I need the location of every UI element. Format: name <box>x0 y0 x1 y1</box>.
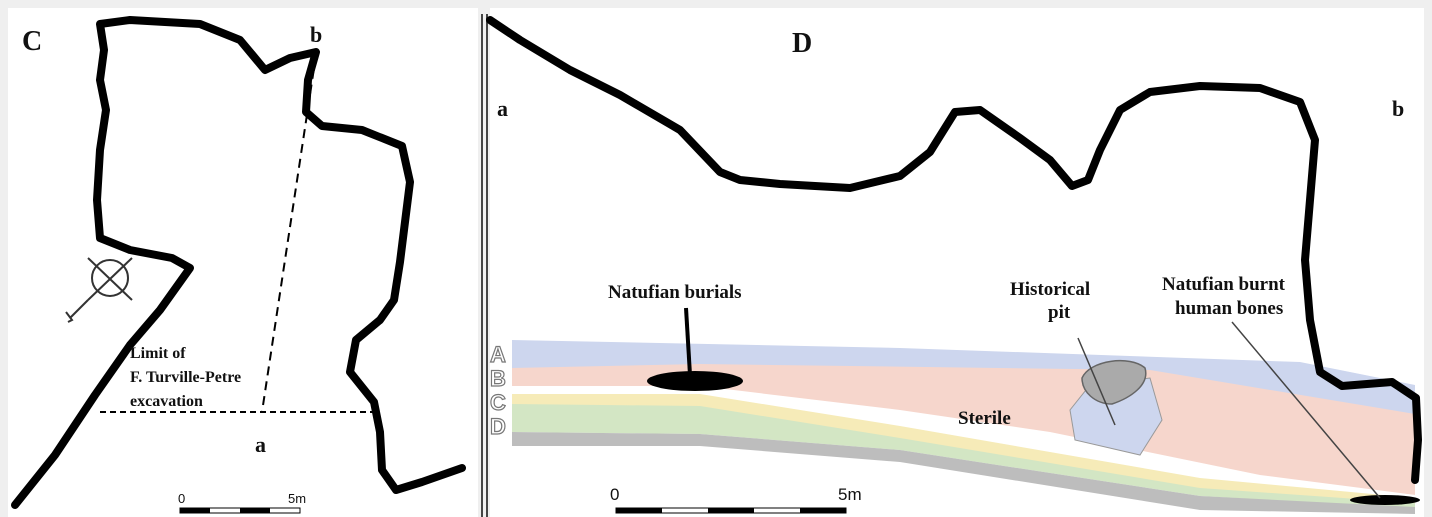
annotation: Historical <box>1010 279 1090 300</box>
panel-c: C b a Limit of F. Turville-Petre excavat… <box>11 16 466 514</box>
layer-label: C <box>490 390 506 415</box>
panel-label: C <box>22 26 42 57</box>
sterile <box>512 386 1415 500</box>
panel-c-bg <box>8 8 478 517</box>
leader <box>1077 337 1116 426</box>
scale-label: 0 <box>610 485 619 504</box>
layer-label: D <box>490 414 506 439</box>
leader <box>684 307 692 376</box>
panel-d: D a b Natufian burials Historical pit Na… <box>486 16 1422 514</box>
scale-label: 5m <box>288 491 306 506</box>
point-label: a <box>255 432 266 457</box>
end-label: a <box>497 96 508 121</box>
compass <box>65 257 133 323</box>
cave-outline <box>11 16 466 509</box>
layer-d <box>512 404 1415 508</box>
scale-bar: 0 5m <box>610 485 862 514</box>
annotation: Sterile <box>958 408 1011 429</box>
burials <box>647 371 743 391</box>
pit-fill <box>1081 360 1147 405</box>
scale-bar: 0 5m <box>178 491 306 514</box>
annotation: F. Turville-Petre <box>130 369 241 386</box>
annotation: human bones <box>1175 298 1283 319</box>
layer-label: A <box>490 342 506 367</box>
burnt-bones <box>1350 495 1420 505</box>
leader <box>1231 321 1381 499</box>
layer-label: B <box>490 366 506 391</box>
annotation: excavation <box>130 393 203 410</box>
section-line <box>261 54 317 413</box>
end-label: b <box>1392 96 1404 121</box>
scale-label: 0 <box>178 491 185 506</box>
point-label: b <box>310 22 322 47</box>
annotation: Limit of <box>130 345 186 362</box>
layer-a <box>512 340 1415 415</box>
annotation: Natufian burials <box>608 282 742 303</box>
annotation: Natufian burnt <box>1162 274 1286 295</box>
bedrock <box>512 432 1415 514</box>
cave-outline <box>486 16 1422 484</box>
panel-label: D <box>792 28 812 59</box>
scale-label: 5m <box>838 485 862 504</box>
annotation: pit <box>1048 302 1071 323</box>
